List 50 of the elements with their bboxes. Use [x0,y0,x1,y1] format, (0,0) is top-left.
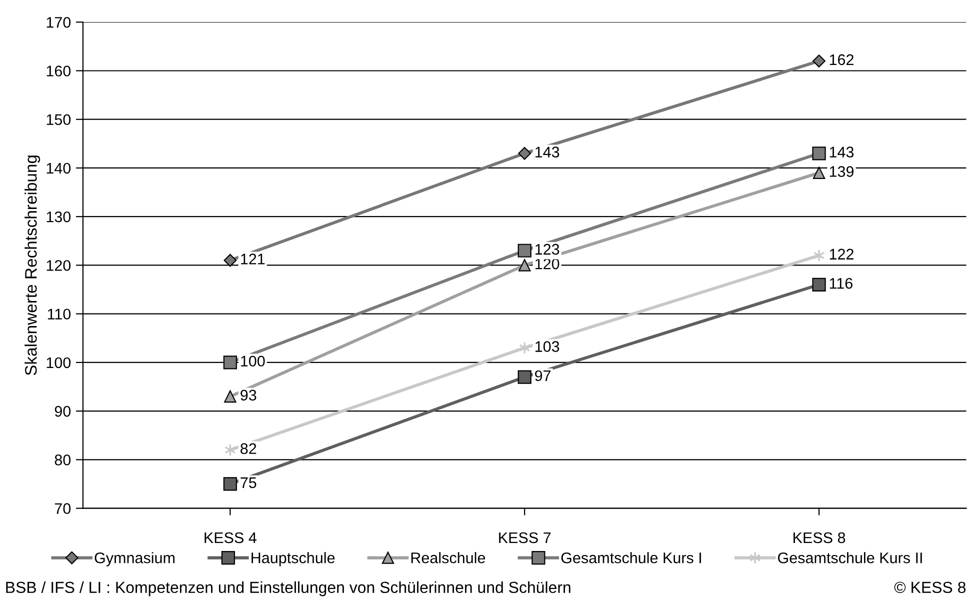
data-label: 162 [830,54,854,66]
point [518,259,531,272]
y-tick-label: 90 [54,406,71,417]
data-label: 120 [535,258,560,270]
y-tick-label: 70 [54,503,71,514]
text: BSB / IFS / LI : Kompetenzen und Einstellungen von Schülerinnen und Schülern [6,581,570,596]
y-tick-label: 160 [46,66,71,76]
legend-label: Hauptschule [252,552,335,566]
data-label: 139 [830,166,854,177]
data-label: 116 [830,278,852,289]
y-tick-label: 110 [48,308,71,320]
point [812,166,826,179]
data-label: 100 [241,356,265,367]
text: © KESS 8 [894,582,966,594]
point [812,146,826,160]
y-tick-label: 80 [54,454,71,466]
point [224,254,237,267]
legend-label: Realschule [411,552,486,564]
point [518,370,532,384]
point [224,390,236,403]
point [813,249,825,262]
x-tick-label: KESS 4 [204,532,256,544]
data-label: 97 [535,370,551,382]
data-label: 123 [535,244,560,255]
point [812,278,826,292]
legend-label: Gesamtschule Kurs I [561,552,701,564]
data-label: 143 [830,146,854,158]
legend-label: Gesamtschule Kurs II [778,552,922,564]
y-tick-label: 150 [46,114,71,126]
data-label: 143 [535,146,560,158]
point [223,356,237,370]
point [812,54,826,68]
y-axis-title: Skalenwerte Rechtschreibung [24,156,40,376]
data-label: 82 [240,443,256,454]
y-tick-label: 130 [46,211,71,222]
x-tick-label: KESS 8 [794,532,846,544]
point [518,146,532,160]
y-tick-label: 100 [46,357,71,368]
data-label: 75 [240,477,256,488]
point [518,244,532,258]
x-tick-label: KESS 7 [499,532,551,544]
data-label: 121 [241,254,265,264]
data-label: 122 [830,248,854,260]
legend-label: Gymnasium [94,552,174,566]
data-label: 103 [535,341,560,352]
y-tick-label: 120 [46,260,71,271]
y-tick-label: 170 [46,16,71,28]
point [223,477,237,491]
data-label: 93 [240,390,256,401]
y-tick-label: 140 [46,162,71,174]
